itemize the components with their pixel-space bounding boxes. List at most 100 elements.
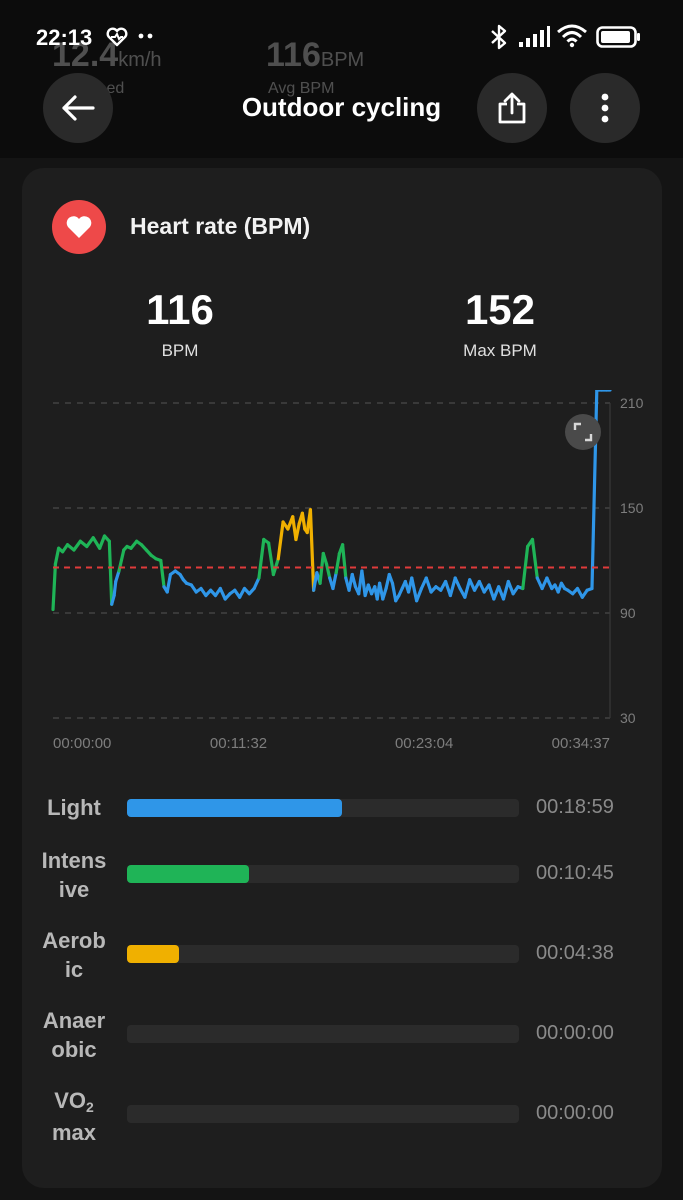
avg-bpm-value: 116: [146, 286, 214, 333]
hr-line-segment: [334, 551, 341, 575]
hr-line-segment: [350, 572, 358, 589]
zone-name: Aerob ic: [34, 926, 114, 984]
hr-line-segment: [453, 576, 462, 591]
zone-progress-fill: [127, 865, 249, 883]
bg-hr-label: Avg BPM: [268, 80, 335, 97]
hr-line-segment: [266, 541, 276, 577]
zone-name-line: ive: [58, 877, 90, 902]
zone-name-line: Intens: [41, 848, 107, 873]
bg-hr-value: 116BPM: [266, 36, 365, 74]
hr-line-segment: [300, 511, 307, 531]
hr-line-segment: [98, 534, 107, 550]
hr-line-segment: [324, 562, 332, 580]
zone-name-line: Aerob: [42, 928, 106, 953]
hr-line-segment: [51, 562, 58, 612]
zone-progress-fill: [127, 945, 179, 963]
more-vertical-icon: [601, 93, 609, 123]
hr-line-segment: [360, 569, 367, 598]
hr-line-segment: [72, 539, 82, 552]
hr-line-segment: [218, 586, 227, 601]
zone-name-line: VO2: [54, 1088, 94, 1115]
zone-name-line: max: [51, 1120, 97, 1145]
avg-bpm-label: BPM: [161, 341, 199, 360]
zone-progress-track: [127, 799, 519, 817]
hr-line-segment: [257, 537, 266, 580]
hr-line-segment: [294, 522, 301, 542]
wifi-icon: [557, 24, 587, 48]
expand-chart-button[interactable]: [565, 414, 601, 450]
hr-line-segment: [545, 576, 554, 591]
zone-row: Aerob ic 00:04:38: [22, 924, 662, 984]
hr-line-segment: [276, 520, 285, 561]
heart-icon-badge: [52, 200, 106, 254]
hr-line-segment: [91, 536, 102, 550]
zone-duration: 00:00:00: [536, 1102, 614, 1124]
y-tick-label: 150: [620, 500, 644, 516]
hr-line-segment: [112, 579, 118, 598]
expand-button-bg: [565, 414, 601, 450]
zone-name-line: ic: [64, 957, 84, 982]
hr-line-segment: [252, 576, 261, 591]
zone-duration: 00:18:59: [536, 796, 614, 818]
zone-name-line: Light: [47, 795, 101, 820]
zone-row: Light 00:18:59: [22, 778, 662, 838]
zone-name-subscript: 2: [86, 1099, 94, 1115]
hr-line-segment: [415, 586, 424, 603]
max-bpm-label: Max BPM: [463, 341, 537, 360]
share-button[interactable]: [477, 73, 547, 143]
arrow-left-icon: [62, 95, 95, 121]
hr-line-segment: [521, 544, 530, 591]
hr-line-segment: [530, 537, 539, 580]
zone-name: Intens ive: [34, 846, 114, 904]
zone-name-line: obic: [51, 1037, 97, 1062]
hr-line-segment: [410, 576, 419, 603]
bg-speed-value: 12.4km/h: [52, 36, 162, 74]
y-tick-label: 90: [620, 605, 636, 621]
hr-line-segment: [308, 508, 316, 592]
zone-name: VO2 max: [34, 1086, 114, 1147]
zone-progress-track: [127, 1025, 519, 1043]
zone-progress-track: [127, 1105, 519, 1123]
heart-pulse-icon: [106, 27, 128, 47]
zone-name: Anaer obic: [34, 1006, 114, 1064]
hr-line-segment: [506, 579, 515, 596]
more-button[interactable]: [570, 73, 640, 143]
zone-row: VO2 max 00:00:00: [22, 1084, 662, 1147]
hr-line-segment: [463, 578, 472, 599]
max-bpm-value: 152: [464, 286, 536, 333]
heart-rate-chart[interactable]: 210 150 90 30 00:00:00 00:11:32 00:23:04 00:34:…: [22, 390, 662, 760]
hr-line-segment: [53, 546, 61, 566]
x-tick-label: 00:11:32: [210, 735, 267, 752]
zone-row: Intens ive 00:10:45: [22, 844, 662, 904]
card-title: Heart rate (BPM): [130, 213, 311, 239]
share-icon: [498, 92, 526, 124]
expand-icon: [573, 422, 593, 442]
hr-line-segment: [321, 551, 329, 566]
back-button[interactable]: [43, 73, 113, 143]
hr-line-segment: [390, 581, 398, 603]
x-tick-label: 00:00:00: [53, 735, 111, 752]
y-tick-label: 30: [620, 710, 636, 726]
hr-line-segment: [487, 583, 496, 601]
zone-duration: 00:10:45: [536, 862, 614, 884]
hr-line-segment: [477, 579, 486, 594]
bluetooth-icon: [491, 24, 507, 50]
hr-line-segment: [114, 569, 121, 584]
dots-icon: [138, 33, 153, 39]
heart-rate-chart-svg: 210 150 90 30 00:00:00 00:11:32 00:23:04 00:34:…: [51, 390, 644, 752]
hr-line-segment: [381, 586, 388, 601]
hr-line-segment: [85, 536, 95, 549]
zone-name-line: Anaer: [42, 1008, 106, 1033]
zone-progress-track: [127, 865, 519, 883]
zone-progress-fill: [127, 799, 343, 817]
y-tick-label: 210: [620, 395, 644, 411]
zone-progress-track: [127, 945, 519, 963]
page-title: Outdoor cycling: [241, 92, 442, 122]
status-time: 22:13: [36, 25, 93, 50]
heart-icon: [66, 216, 92, 238]
battery-icon: [596, 26, 640, 48]
heart-rate-card: Heart rate (BPM) 116 BPM 152 Max BPM 210…: [22, 168, 662, 1188]
hr-line-segment: [159, 558, 166, 589]
hr-line-segment: [341, 543, 348, 580]
status-bar: 22:13: [0, 0, 683, 72]
